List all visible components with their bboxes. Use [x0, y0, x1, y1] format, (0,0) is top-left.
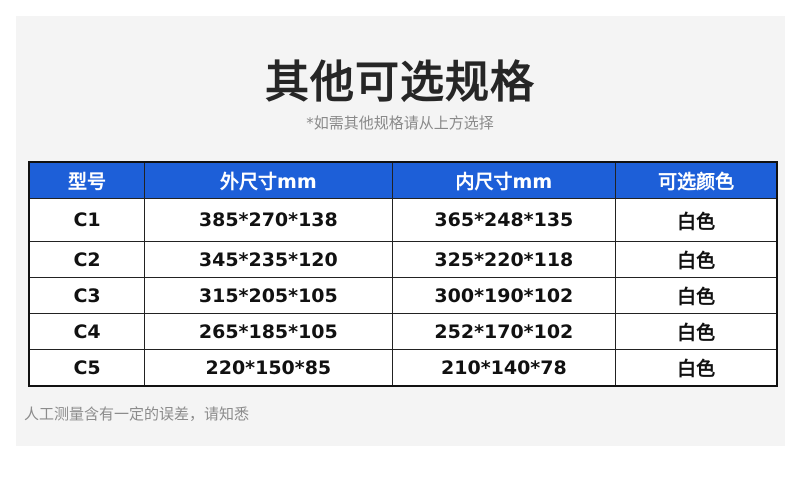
cell-model: C3: [28, 277, 146, 314]
spec-table: 型号 外尺寸mm 内尺寸mm 可选颜色 C1 385*270*138 365*2…: [28, 161, 778, 387]
cell-model: C5: [28, 349, 146, 387]
cell-model: C1: [28, 198, 146, 242]
cell-outer-size: 220*150*85: [144, 349, 393, 387]
cell-outer-size: 385*270*138: [144, 198, 393, 242]
header-outer-size: 外尺寸mm: [144, 161, 393, 199]
cell-outer-size: 345*235*120: [144, 241, 393, 278]
cell-outer-size: 315*205*105: [144, 277, 393, 314]
cell-color: 白色: [615, 241, 778, 278]
cell-model: C4: [28, 313, 146, 350]
table-row: C3 315*205*105 300*190*102 白色: [28, 277, 778, 314]
table-row: C1 385*270*138 365*248*135 白色: [28, 198, 778, 242]
table-row: C4 265*185*105 252*170*102 白色: [28, 313, 778, 350]
cell-model: C2: [28, 241, 146, 278]
table-header-row: 型号 外尺寸mm 内尺寸mm 可选颜色: [28, 161, 778, 199]
cell-inner-size: 300*190*102: [391, 277, 617, 314]
header-model: 型号: [28, 161, 146, 199]
table-row: C2 345*235*120 325*220*118 白色: [28, 241, 778, 278]
cell-inner-size: 252*170*102: [391, 313, 617, 350]
cell-inner-size: 365*248*135: [391, 198, 617, 242]
page-title: 其他可选规格: [265, 57, 535, 108]
cell-color: 白色: [615, 313, 778, 350]
cell-color: 白色: [615, 277, 778, 314]
cell-inner-size: 210*140*78: [391, 349, 617, 387]
cell-outer-size: 265*185*105: [144, 313, 393, 350]
table-row: C5 220*150*85 210*140*78 白色: [28, 349, 778, 387]
cell-color: 白色: [615, 198, 778, 242]
header-color: 可选颜色: [615, 161, 778, 199]
header-inner-size: 内尺寸mm: [391, 161, 617, 199]
cell-color: 白色: [615, 349, 778, 387]
measurement-note: 人工测量含有一定的误差，请知悉: [24, 405, 250, 423]
subtitle: *如需其他规格请从上方选择: [306, 114, 494, 132]
cell-inner-size: 325*220*118: [391, 241, 617, 278]
